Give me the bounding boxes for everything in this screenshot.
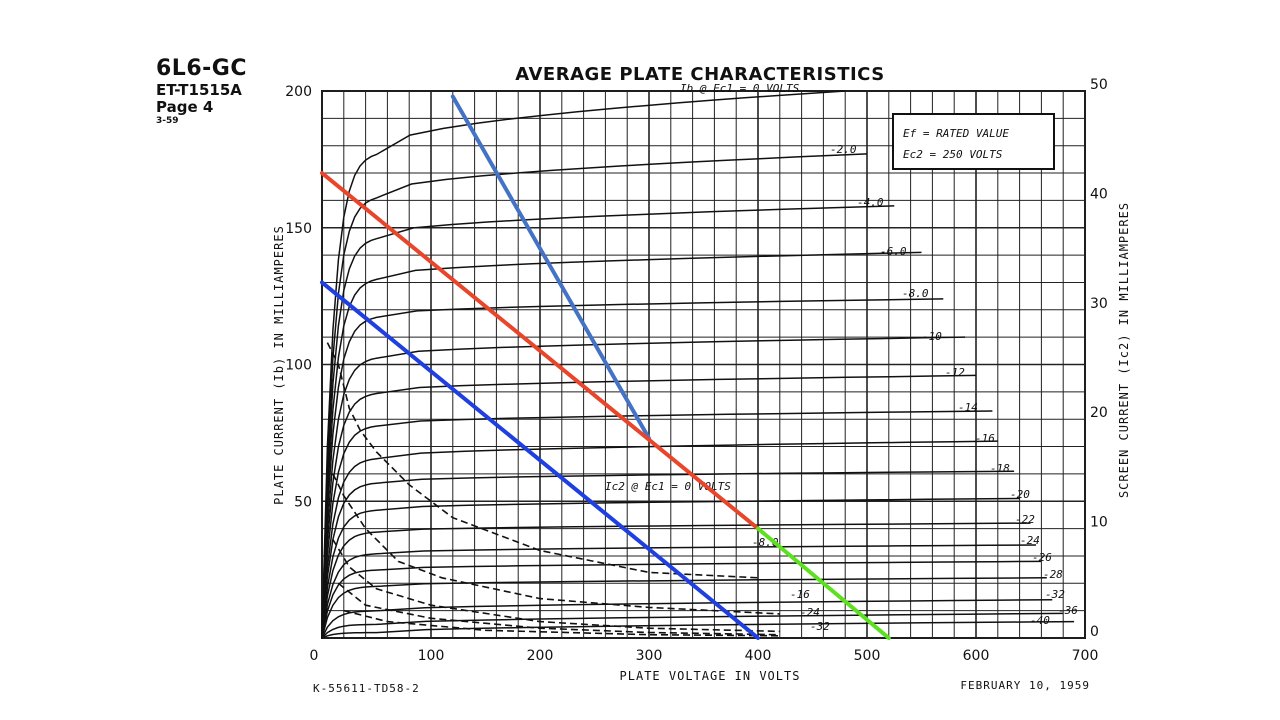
plate-curve-label: -40: [1030, 614, 1050, 627]
screen-curve: [343, 609, 780, 637]
date-code: 3-59: [156, 116, 179, 126]
plate-curve-label: -32: [1045, 588, 1065, 601]
x-tick-label: 500: [854, 648, 881, 664]
y2-tick-label: 50: [1090, 77, 1108, 93]
chart-curves: Ib @ Ec1 = 0 VOLTS -2.0 -4.0 -6.0 -8.0 -10 -12…: [321, 82, 1078, 639]
screen-curve: [332, 539, 780, 633]
y-tick-label: 150: [285, 221, 312, 237]
plate-curve-label: -28: [1043, 568, 1063, 581]
y-axis-label: PLATE CURRENT (Ib) IN MILLIAMPERES: [272, 225, 286, 505]
plate-curve: [321, 374, 977, 639]
axis-ticks: 0 100 200 300 400 500 600 700 50 100 150 200 0 10 20 30…: [285, 77, 1108, 664]
drawing-id: K-55611-TD58-2: [313, 682, 420, 695]
plate-curve-label: -8.0: [902, 287, 929, 300]
header-block: 6L6-GC ET-T1515A Page 4 3-59: [156, 58, 247, 126]
plate-curve-label: Ib @ Ec1 = 0 VOLTS: [680, 82, 800, 95]
screen-curve: [332, 473, 780, 615]
plate-curve-label: -14: [958, 401, 978, 414]
plate-curve-label: -6.0: [880, 245, 907, 258]
plate-curve: [321, 522, 1031, 639]
load-line: [320, 171, 760, 531]
page-number: Page 4: [156, 98, 214, 116]
plate-curve-label: -18: [990, 462, 1010, 475]
load-line: [756, 526, 891, 640]
x-axis-label: PLATE VOLTAGE IN VOLTS: [620, 669, 801, 683]
y-tick-label: 50: [294, 494, 312, 510]
x-tick-label: 300: [636, 648, 663, 664]
x-tick-label: 600: [963, 648, 990, 664]
plate-curve: [321, 90, 846, 639]
drawing-date: FEBRUARY 10, 1959: [960, 679, 1090, 692]
plate-curve: [321, 497, 1020, 639]
plate-curve: [321, 560, 1042, 639]
y-tick-label: 100: [285, 358, 312, 374]
plate-curve: [321, 251, 922, 639]
plate-curve-label: -36: [1058, 604, 1078, 617]
x-tick-label: 700: [1072, 648, 1099, 664]
screen-curve-label: -16: [790, 588, 810, 601]
screen-curve-label: -24: [800, 606, 820, 619]
plate-curve: [321, 577, 1047, 639]
y2-axis-label: SCREEN CURRENT (Ic2) IN MILLIAMPERES: [1117, 202, 1131, 498]
plate-curve: [321, 620, 1075, 639]
x-tick-label: 400: [745, 648, 772, 664]
plate-curve: [321, 612, 1064, 639]
chart-title: AVERAGE PLATE CHARACTERISTICS: [515, 64, 884, 85]
plate-curve-label: -16: [975, 432, 995, 445]
screen-curve: [337, 582, 780, 636]
plate-curve-label: -24: [1020, 534, 1040, 547]
plate-curve-label: -12: [945, 366, 965, 379]
plate-curve-label: -20: [1010, 488, 1030, 501]
plate-curve: [321, 336, 966, 639]
screen-curve: [326, 342, 759, 579]
y2-tick-label: 10: [1090, 515, 1108, 531]
plate-curve-label: -2.0: [830, 143, 857, 156]
plate-curve: [321, 598, 1053, 639]
tube-type: 6L6-GC: [156, 56, 247, 81]
x-tick-label: 100: [418, 648, 445, 664]
chart-grid: [321, 90, 1086, 639]
plate-curve: [321, 544, 1037, 639]
load-line: [320, 280, 760, 640]
legend-screen-voltage: Ec2 = 250 VOLTS: [903, 148, 1003, 161]
plate-curve: [321, 298, 944, 639]
y2-tick-label: 30: [1090, 296, 1108, 312]
x-tick-label: 200: [527, 648, 554, 664]
x-tick-label: 0: [310, 648, 319, 664]
plate-curve-label: -4.0: [857, 196, 884, 209]
plate-curve: [321, 153, 868, 639]
load-line: [450, 94, 651, 441]
plate-curve-label: -26: [1032, 551, 1052, 564]
plate-curve-label: -10: [922, 330, 942, 343]
y2-tick-label: 0: [1090, 624, 1099, 640]
legend-filament: Ef = RATED VALUE: [903, 127, 1009, 140]
screen-curve-label: -32: [810, 620, 830, 633]
y2-tick-label: 40: [1090, 186, 1108, 202]
y-tick-label: 200: [285, 84, 312, 100]
legend-box-frame: [892, 113, 1055, 170]
plate-curve: [321, 470, 1015, 639]
y2-tick-label: 20: [1090, 405, 1108, 421]
legend-box: Ef = RATED VALUE Ec2 = 250 VOLTS: [892, 113, 1055, 170]
plate-curve-label: -22: [1015, 513, 1035, 526]
plate-curve: [321, 440, 998, 639]
plate-curve: [321, 410, 993, 639]
doc-number: ET-T1515A: [156, 81, 242, 99]
plate-curve: [321, 205, 895, 639]
load-lines: [320, 94, 891, 640]
